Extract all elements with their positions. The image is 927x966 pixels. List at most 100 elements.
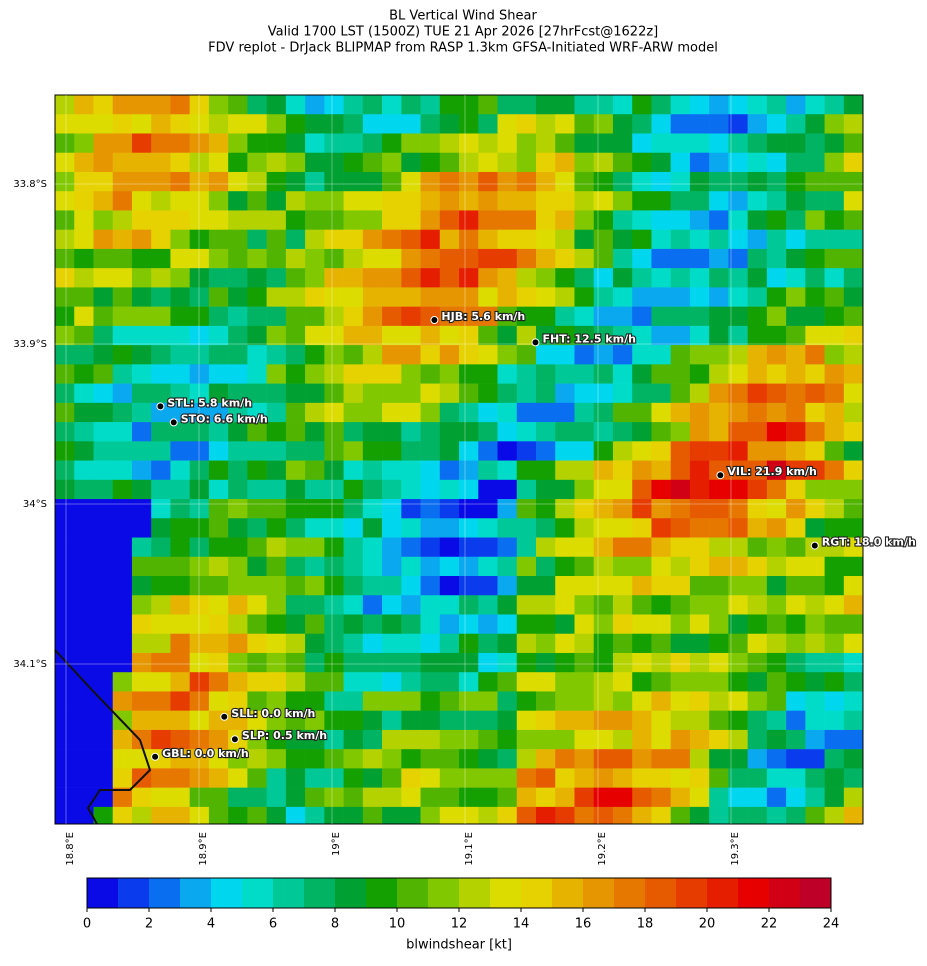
raster-cell: [401, 345, 421, 365]
raster-cell: [266, 383, 287, 404]
raster-cell: [651, 325, 671, 346]
raster-cell: [151, 210, 171, 230]
raster-cell: [805, 229, 825, 250]
raster-cell: [247, 152, 267, 173]
raster-cell: [305, 499, 325, 519]
raster-cell: [574, 268, 595, 288]
raster-cell: [709, 229, 729, 250]
station-label: FHT: 12.5 km/h: [542, 332, 635, 345]
raster-cell: [439, 95, 460, 115]
raster-cell: [285, 556, 306, 577]
raster-cell: [247, 268, 267, 288]
raster-cell: [805, 556, 825, 577]
raster-cell: [228, 633, 248, 654]
raster-cell: [382, 518, 402, 538]
raster-cell: [555, 499, 575, 519]
raster-cell: [766, 191, 787, 211]
raster-cell: [824, 210, 845, 230]
raster-cell: [555, 133, 575, 154]
raster-cell: [362, 95, 383, 115]
raster-cell: [747, 556, 768, 577]
raster-cell: [728, 710, 748, 731]
raster-cell: [247, 383, 267, 404]
raster-cell: [112, 114, 133, 134]
raster-cell: [170, 518, 190, 538]
raster-cell: [536, 479, 556, 500]
raster-cell: [189, 114, 210, 134]
raster-cell: [305, 133, 325, 154]
raster-cell: [208, 652, 229, 673]
raster-cell: [189, 171, 210, 192]
raster-cell: [74, 345, 94, 365]
raster-cell: [766, 306, 787, 327]
raster-cell: [285, 806, 306, 825]
raster-cell: [766, 652, 787, 673]
raster-cell: [189, 402, 210, 423]
raster-cell: [459, 499, 479, 519]
raster-cell: [689, 460, 710, 481]
raster-cell: [55, 576, 75, 596]
raster-cell: [131, 345, 152, 365]
raster-cell: [324, 633, 344, 654]
raster-cell: [459, 95, 479, 115]
raster-cell: [170, 114, 190, 134]
raster-cell: [228, 402, 248, 423]
raster-cell: [112, 191, 133, 211]
raster-cell: [747, 460, 768, 481]
raster-cell: [285, 133, 306, 154]
raster-cell: [151, 171, 171, 192]
raster-cell: [208, 152, 229, 173]
raster-cell: [728, 633, 748, 654]
colorbar-segment: [800, 878, 832, 908]
raster-cell: [689, 229, 710, 250]
raster-cell: [170, 345, 190, 365]
raster-cell: [651, 749, 671, 769]
raster-cell: [843, 729, 864, 750]
raster-cell: [497, 325, 518, 346]
raster-cell: [824, 133, 845, 154]
colorbar-segment: [149, 878, 181, 908]
raster-cell: [55, 268, 75, 288]
raster-cell: [843, 422, 864, 442]
raster-cell: [362, 402, 383, 423]
raster-cell: [574, 287, 595, 307]
raster-cell: [689, 114, 710, 134]
raster-cell: [593, 364, 614, 384]
raster-cell: [555, 691, 575, 711]
raster-cell: [401, 287, 421, 307]
raster-cell: [247, 710, 267, 731]
raster-cell: [439, 652, 460, 673]
raster-cell: [285, 768, 306, 788]
raster-cell: [343, 364, 364, 384]
colorbar-tick-label: 20: [699, 917, 716, 932]
raster-cell: [574, 768, 595, 788]
raster-cell: [670, 191, 691, 211]
station-label: VIL: 21.9 km/h: [727, 465, 816, 478]
raster-cell: [805, 114, 825, 134]
raster-cell: [478, 595, 498, 615]
raster-cell: [670, 614, 691, 635]
raster-cell: [689, 191, 710, 211]
raster-cell: [439, 229, 460, 250]
raster-cell: [670, 672, 691, 692]
raster-cell: [632, 345, 652, 365]
raster-cell: [420, 210, 441, 230]
raster-cell: [786, 95, 806, 115]
raster-cell: [843, 325, 864, 346]
raster-cell: [459, 402, 479, 423]
raster-cell: [112, 248, 133, 269]
raster-cell: [593, 383, 614, 404]
raster-cell: [55, 787, 75, 808]
raster-cell: [189, 325, 210, 346]
raster-cell: [593, 191, 614, 211]
raster-cell: [824, 345, 845, 365]
raster-cell: [420, 768, 441, 788]
raster-cell: [689, 287, 710, 307]
raster-cell: [593, 806, 614, 825]
raster-cell: [843, 152, 864, 173]
raster-cell: [228, 614, 248, 635]
lon-tick-label: 19.3°E: [730, 832, 741, 866]
raster-cell: [151, 229, 171, 250]
raster-cell: [786, 191, 806, 211]
raster-cell: [728, 768, 748, 788]
